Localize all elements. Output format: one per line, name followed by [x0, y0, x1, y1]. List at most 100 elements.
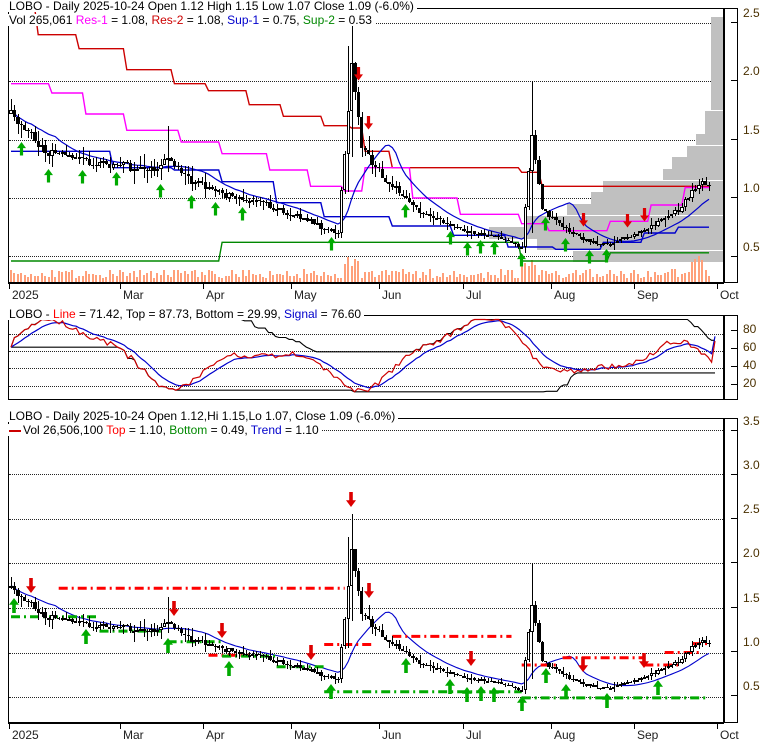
x-label: Sep: [637, 288, 659, 302]
candle-body: [462, 228, 466, 232]
volume-bar: [425, 275, 428, 282]
volume-bar: [694, 259, 697, 282]
signal-value: = 76.60: [317, 307, 362, 321]
candle-body: [574, 679, 578, 681]
candle-wick: [705, 176, 707, 186]
candle-body: [152, 167, 156, 171]
candle-body: [9, 110, 13, 114]
candle-body: [206, 186, 211, 189]
candle-wick: [160, 159, 162, 180]
candle-wick: [290, 660, 292, 671]
volume-bar: [513, 278, 516, 282]
candle-body: [486, 680, 490, 683]
line-key: Line: [53, 307, 76, 321]
volume-bar: [44, 275, 46, 282]
candle-body: [567, 675, 572, 679]
candle-body: [608, 687, 613, 690]
volume-bar: [418, 277, 421, 282]
candle-body: [622, 682, 626, 685]
candle-body: [80, 621, 85, 623]
candle-body: [506, 240, 510, 242]
candle-body: [693, 188, 698, 191]
volume-bar: [350, 266, 353, 282]
volume-bar: [98, 274, 101, 282]
volume-bar: [302, 269, 305, 282]
volume-bar: [612, 273, 615, 282]
candle-body: [540, 184, 544, 210]
candle-body: [210, 644, 214, 646]
candle-body: [329, 676, 333, 679]
candle-wick: [487, 231, 489, 236]
y-label: 1.5: [743, 591, 760, 605]
volume-bar: [486, 272, 489, 282]
y-label: 60: [743, 340, 757, 354]
candle-wick: [92, 621, 94, 631]
candle-body: [285, 663, 289, 666]
sup2-value: = 0.53: [334, 13, 372, 27]
oscillator-plot-area[interactable]: [8, 315, 724, 400]
candle-body: [155, 168, 160, 171]
volume-bar: [27, 277, 29, 282]
candle-wick: [167, 125, 169, 173]
candle-wick: [317, 217, 319, 226]
candle-body: [523, 659, 527, 690]
candle-wick: [644, 227, 646, 232]
volume-bar: [609, 270, 612, 282]
candle-body: [438, 667, 442, 670]
candle-body: [80, 157, 85, 159]
top-key: Top: [125, 307, 146, 321]
trend-plot-area[interactable]: [8, 418, 724, 723]
candle-wick: [593, 682, 595, 688]
volume-bar: [20, 272, 23, 282]
candle-body: [441, 668, 446, 672]
candle-wick: [514, 685, 516, 690]
price-panel[interactable]: 2.5 2.0 1.5 1.0 0.5 LOBO - Daily 2025-10…: [0, 0, 780, 305]
volume-bar: [381, 270, 384, 282]
volume-bar: [200, 271, 203, 282]
candle-body: [683, 652, 687, 660]
candle-body: [142, 628, 146, 631]
oscillator-panel[interactable]: 80 60 40 20 LOBO - Line = 71.42, Top = 8…: [0, 305, 780, 410]
volume-bar: [507, 269, 510, 282]
candle-body: [50, 615, 54, 621]
candle-body: [353, 549, 357, 572]
candle-body: [465, 231, 470, 233]
candle-body: [332, 676, 337, 680]
candle-body: [309, 668, 313, 671]
volume-bar: [469, 275, 472, 282]
candle-body: [496, 681, 500, 683]
candle-body: [452, 672, 456, 675]
volume-bar: [353, 259, 356, 282]
volume-by-price-bar: [705, 110, 723, 134]
sup2-key: Sup-2: [302, 13, 335, 27]
volume-bar: [50, 269, 53, 282]
candle-body: [346, 586, 350, 619]
volume-by-price-bar: [573, 250, 723, 263]
volume-bar: [292, 275, 295, 282]
volume-bar: [616, 276, 619, 282]
candle-wick: [201, 176, 203, 186]
candle-wick: [695, 185, 697, 192]
candle-wick: [436, 212, 438, 219]
volume-bar: [275, 274, 278, 282]
trend-panel[interactable]: 3.5 3.0 2.5 2.0 1.5 1.0 0.5 LOBO - Daily…: [0, 410, 780, 745]
candle-body: [455, 674, 459, 676]
candle-body: [91, 627, 95, 629]
candle-body: [554, 217, 558, 220]
candle-wick: [96, 621, 98, 633]
volume-bar: [524, 262, 527, 282]
candle-wick: [365, 612, 367, 621]
candle-body: [40, 144, 44, 147]
candle-body: [639, 230, 643, 234]
candle-wick: [640, 677, 642, 683]
price-plot-area[interactable]: [8, 8, 724, 283]
candle-body: [404, 650, 408, 653]
y-label: 0.5: [743, 240, 760, 254]
candle-body: [189, 635, 194, 642]
candle-wick: [644, 675, 646, 679]
candle-body: [612, 686, 616, 689]
candle-body: [343, 618, 347, 647]
volume-bar: [136, 277, 138, 282]
top-value: = 87.73,: [145, 307, 196, 321]
candle-body: [550, 666, 555, 668]
